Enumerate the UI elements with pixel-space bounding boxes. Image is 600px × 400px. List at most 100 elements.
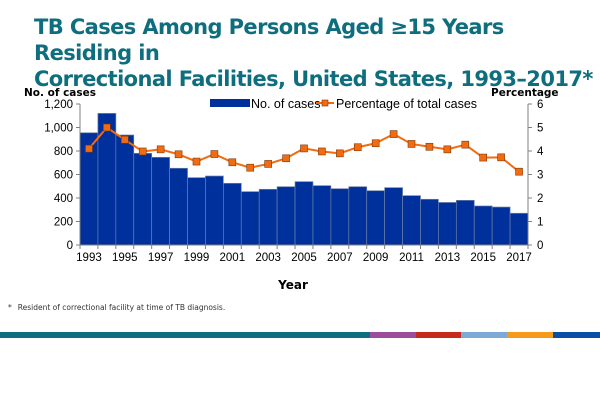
x-tick-label: 2007 [327,252,353,264]
percentage-point-2003 [264,160,272,168]
right-tick-label: 3 [537,170,543,182]
bar-2013 [438,202,457,246]
legend-swatch-percentage-marker [321,99,329,107]
x-tick-label: 2001 [220,252,246,264]
footnote-marker: * [8,303,12,312]
x-tick-label: 1997 [148,252,174,264]
right-tick-label: 6 [537,99,543,111]
percentage-point-1996 [138,147,147,156]
percentage-point-1997 [156,145,165,154]
x-tick-label: 2017 [506,252,532,264]
percentage-point-1993 [85,144,93,153]
bar-2002 [240,191,260,246]
x-tick-label: 1999 [184,252,210,264]
left-tick-label: 0 [67,240,73,252]
percentage-point-2000 [210,150,219,158]
left-tick-label: 200 [54,217,73,229]
right-tick-label: 1 [537,217,543,229]
percentage-point-2004 [282,154,290,163]
bar-series [79,113,529,246]
bar-2012 [420,198,439,246]
percentage-point-2015 [479,153,488,162]
bar-2011 [402,195,421,246]
bar-1999 [187,177,206,246]
bar-2010 [384,187,403,246]
x-tick-label: 2005 [291,252,317,264]
bar-1997 [151,156,170,246]
percentage-point-2006 [318,147,326,156]
color-bar-segment [416,332,461,338]
axes: 0 200 400 600 800 1,000 1,200 0 1 2 3 4 5 6 1993 1995 19… [44,99,544,264]
left-axis-title: No. of cases [24,87,96,99]
percentage-point-1998 [174,150,183,159]
color-bar-segment [0,332,370,338]
left-tick-label: 1,200 [44,99,73,111]
right-axis-title: Percentage [491,87,559,99]
percentage-point-1995 [121,135,129,144]
bar-2014 [455,200,475,246]
percentage-point-2010 [389,130,398,138]
left-tick-label: 800 [54,146,73,158]
footnote-text: Resident of correctional facility at tim… [17,303,226,312]
legend-label-percentage: Percentage of total cases [336,97,477,111]
bar-2004 [276,186,296,246]
bar-1996 [133,153,153,246]
legend-label-cases: No. of cases [251,97,320,111]
legend-swatch-cases [210,99,250,107]
percentage-point-2016 [497,153,505,162]
x-tick-label: 2011 [399,252,424,264]
right-tick-label: 0 [537,240,543,252]
footnote: * Resident of correctional facility at ti… [8,303,225,312]
bar-2007 [330,188,350,246]
bar-2017 [509,212,529,246]
percentage-point-1994 [103,123,111,132]
bar-1994 [97,113,117,246]
bar-2000 [205,175,224,246]
percentage-point-2012 [425,142,434,151]
color-bar-segment [370,332,416,338]
x-tick-label: 2013 [435,252,461,264]
left-tick-label: 600 [54,170,73,182]
x-axis-title: Year [277,278,308,292]
percentage-point-1999 [192,157,201,166]
bar-2015 [473,205,493,246]
color-bar-segment [507,332,553,338]
bar-2003 [258,188,278,246]
bar-2005 [294,181,314,246]
chart-title-line-2: Correctional Facilities, United States, … [34,67,593,91]
decorative-color-bar [0,332,600,338]
chart-title-line-1: TB Cases Among Persons Aged ≥15 Years Re… [34,15,504,65]
left-tick-label: 1,000 [44,123,73,135]
bar-2001 [223,182,242,246]
right-tick-label: 4 [537,146,544,158]
x-tick-label: 1995 [112,252,138,264]
bar-1995 [115,134,135,246]
color-bar-segment [461,332,507,338]
chart-title: TB Cases Among Persons Aged ≥15 Years Re… [34,14,594,92]
percentage-point-2014 [461,140,470,149]
bar-2006 [312,185,332,246]
percentage-point-2009 [371,139,380,148]
bar-1998 [169,167,188,246]
percentage-point-2007 [336,149,344,158]
percentage-point-2013 [443,145,452,154]
bar-2009 [366,190,385,246]
left-tick-label: 400 [54,193,73,205]
legend: No. of cases Percentage of total cases [210,97,477,111]
bar-2016 [491,206,511,246]
percentage-point-2008 [353,143,362,152]
percentage-point-2017 [515,167,523,176]
line-series [85,123,523,176]
right-tick-label: 2 [537,193,543,205]
x-tick-label: 2009 [363,252,389,264]
color-bar-segment [553,332,600,338]
percentage-point-2005 [300,144,308,153]
bar-2008 [348,186,368,246]
x-tick-label: 2015 [470,252,496,264]
percentage-point-2002 [246,163,255,172]
chart: No. of cases Percentage 0 200 400 600 800 1,0… [24,87,559,292]
percentage-point-2001 [228,158,237,167]
x-tick-label: 2003 [255,252,281,264]
percentage-point-2011 [407,140,416,148]
right-tick-label: 5 [537,123,543,135]
